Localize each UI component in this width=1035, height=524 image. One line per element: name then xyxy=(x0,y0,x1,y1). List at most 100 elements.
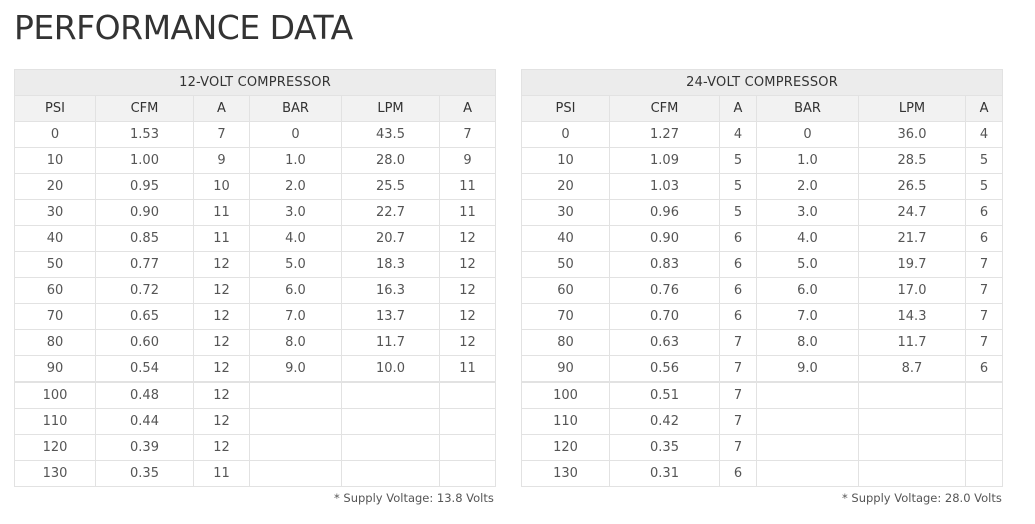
cell-lpm: 8.7 xyxy=(858,355,966,383)
column-header-cfm: CFM xyxy=(95,95,194,122)
cell-lpm: 24.7 xyxy=(858,199,966,226)
table-row: 120 0.35 7 xyxy=(521,434,1004,461)
cell-bar: 5.0 xyxy=(249,251,342,278)
table-row: 70 0.65 12 7.0 13.7 12 xyxy=(14,303,497,330)
cell-bar: 2.0 xyxy=(249,173,342,200)
cell-lpm: 11.7 xyxy=(341,329,440,356)
table-row: 90 0.56 7 9.0 8.7 6 xyxy=(521,355,1004,383)
cell-psi: 50 xyxy=(14,251,96,278)
column-header-amps: A xyxy=(719,95,757,122)
cell-psi: 50 xyxy=(521,251,610,278)
cell-lpm xyxy=(341,381,440,409)
table-row: 40 0.85 11 4.0 20.7 12 xyxy=(14,225,497,252)
table-row: 50 0.83 6 5.0 19.7 7 xyxy=(521,251,1004,278)
cell-amps: 5 xyxy=(719,199,757,226)
table-row: 10 1.09 5 1.0 28.5 5 xyxy=(521,147,1004,174)
cell-bar xyxy=(756,460,859,487)
cell-amps: 7 xyxy=(719,408,757,435)
table-row: 130 0.31 6 xyxy=(521,460,1004,487)
table-row: 10 1.00 9 1.0 28.0 9 xyxy=(14,147,497,174)
cell-amps-metric: 6 xyxy=(964,225,1004,252)
column-header-cfm: CFM xyxy=(609,95,720,122)
table-row: 30 0.96 5 3.0 24.7 6 xyxy=(521,199,1004,226)
cell-psi: 10 xyxy=(521,147,610,174)
cell-lpm: 19.7 xyxy=(858,251,966,278)
cell-psi: 80 xyxy=(521,329,610,356)
cell-lpm: 18.3 xyxy=(341,251,440,278)
cell-lpm xyxy=(858,408,966,435)
cell-bar xyxy=(249,381,342,409)
column-header-amps-metric: A xyxy=(438,95,497,122)
cell-amps-metric xyxy=(964,434,1004,461)
cell-cfm: 0.44 xyxy=(95,408,194,435)
cell-amps-metric: 12 xyxy=(438,277,497,304)
table-24-volt-compressor: 24-VOLT COMPRESSOR PSI CFM A BAR LPM A 0… xyxy=(520,69,1004,487)
cell-bar: 9.0 xyxy=(756,355,859,383)
cell-bar xyxy=(249,408,342,435)
cell-amps-metric: 7 xyxy=(964,277,1004,304)
cell-psi: 70 xyxy=(14,303,96,330)
supply-voltage-note: * Supply Voltage: 13.8 Volts xyxy=(334,491,494,505)
cell-amps-metric xyxy=(438,381,497,409)
cell-bar: 1.0 xyxy=(249,147,342,174)
cell-psi: 70 xyxy=(521,303,610,330)
cell-cfm: 0.56 xyxy=(609,355,720,383)
table-row: 110 0.42 7 xyxy=(521,408,1004,435)
column-headers: PSI CFM A BAR LPM A xyxy=(521,95,1004,122)
cell-amps-metric xyxy=(964,408,1004,435)
cell-cfm: 1.03 xyxy=(609,173,720,200)
table-row: 60 0.76 6 6.0 17.0 7 xyxy=(521,277,1004,304)
cell-amps: 6 xyxy=(719,225,757,252)
cell-lpm: 26.5 xyxy=(858,173,966,200)
cell-bar: 3.0 xyxy=(756,199,859,226)
cell-cfm: 0.72 xyxy=(95,277,194,304)
cell-amps: 10 xyxy=(193,173,250,200)
cell-psi: 130 xyxy=(521,460,610,487)
table-row: 70 0.70 6 7.0 14.3 7 xyxy=(521,303,1004,330)
cell-amps-metric: 11 xyxy=(438,173,497,200)
cell-psi: 80 xyxy=(14,329,96,356)
cell-bar: 3.0 xyxy=(249,199,342,226)
cell-psi: 110 xyxy=(521,408,610,435)
cell-cfm: 0.63 xyxy=(609,329,720,356)
cell-amps: 12 xyxy=(193,329,250,356)
cell-psi: 40 xyxy=(521,225,610,252)
table-row: 130 0.35 11 xyxy=(14,460,497,487)
cell-amps-metric: 12 xyxy=(438,329,497,356)
table-row: 20 1.03 5 2.0 26.5 5 xyxy=(521,173,1004,200)
cell-bar: 5.0 xyxy=(756,251,859,278)
cell-lpm xyxy=(858,460,966,487)
table-row: 90 0.54 12 9.0 10.0 11 xyxy=(14,355,497,383)
cell-amps-metric xyxy=(438,408,497,435)
cell-bar: 2.0 xyxy=(756,173,859,200)
cell-lpm xyxy=(341,434,440,461)
cell-cfm: 0.35 xyxy=(95,460,194,487)
cell-amps-metric xyxy=(964,460,1004,487)
cell-bar: 8.0 xyxy=(249,329,342,356)
cell-cfm: 1.53 xyxy=(95,121,194,148)
cell-psi: 30 xyxy=(521,199,610,226)
table-body: 0 1.53 7 0 43.5 7 10 1.00 9 1.0 28.0 9 20 0.95 10 2.0 25… xyxy=(14,121,497,487)
cell-bar xyxy=(249,434,342,461)
cell-amps: 7 xyxy=(719,434,757,461)
cell-cfm: 0.70 xyxy=(609,303,720,330)
cell-bar: 6.0 xyxy=(249,277,342,304)
cell-amps-metric: 12 xyxy=(438,303,497,330)
cell-cfm: 0.96 xyxy=(609,199,720,226)
column-header-amps-metric: A xyxy=(964,95,1004,122)
cell-psi: 90 xyxy=(14,355,96,383)
table-title: 24-VOLT COMPRESSOR xyxy=(520,69,1004,96)
table-row: 50 0.77 12 5.0 18.3 12 xyxy=(14,251,497,278)
cell-amps: 7 xyxy=(719,329,757,356)
cell-psi: 130 xyxy=(14,460,96,487)
cell-psi: 110 xyxy=(14,408,96,435)
column-headers: PSI CFM A BAR LPM A xyxy=(14,95,497,122)
column-header-psi: PSI xyxy=(14,95,96,122)
cell-psi: 120 xyxy=(521,434,610,461)
cell-cfm: 0.54 xyxy=(95,355,194,383)
cell-bar: 7.0 xyxy=(756,303,859,330)
cell-psi: 90 xyxy=(521,355,610,383)
column-header-lpm: LPM xyxy=(858,95,966,122)
cell-amps: 12 xyxy=(193,434,250,461)
cell-lpm xyxy=(858,434,966,461)
